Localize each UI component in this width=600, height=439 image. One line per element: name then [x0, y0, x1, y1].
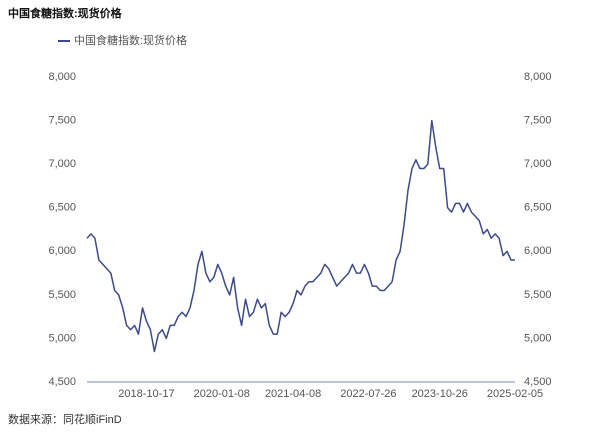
y-tick-label: 6,000	[48, 245, 76, 257]
y2-tick-label: 7,500	[524, 114, 552, 126]
y-tick-label: 5,000	[48, 332, 76, 344]
legend-label: 中国食糖指数:现货价格	[74, 33, 187, 47]
x-tick-label: 2021-04-08	[265, 388, 321, 400]
line-series	[86, 119, 515, 353]
y-tick-label: 7,000	[48, 158, 76, 170]
y-tick-label: 6,500	[48, 202, 76, 214]
source-note: 数据来源：同花顺iFinD	[8, 412, 122, 426]
chart-title: 中国食糖指数:现货价格	[8, 6, 123, 20]
y-tick-label: 8,000	[48, 71, 76, 83]
x-tick-label: 2018-10-17	[118, 388, 174, 400]
y2-tick-label: 7,000	[524, 158, 552, 170]
x-tick-label: 2023-10-26	[412, 388, 468, 400]
y2-tick-label: 6,000	[524, 245, 552, 257]
y2-tick-label: 5,500	[524, 289, 552, 301]
y-tick-label: 4,500	[48, 376, 76, 388]
y2-tick-label: 5,000	[524, 332, 552, 344]
y-tick-label: 7,500	[48, 114, 76, 126]
x-tick-label: 2020-01-08	[194, 388, 250, 400]
x-tick-label: 2022-07-26	[340, 388, 396, 400]
y2-tick-label: 6,500	[524, 202, 552, 214]
x-tick-label: 2025-02-05	[487, 388, 543, 400]
y2-tick-label: 8,000	[524, 71, 552, 83]
y2-tick-label: 4,500	[524, 376, 552, 388]
y-tick-label: 5,500	[48, 289, 76, 301]
